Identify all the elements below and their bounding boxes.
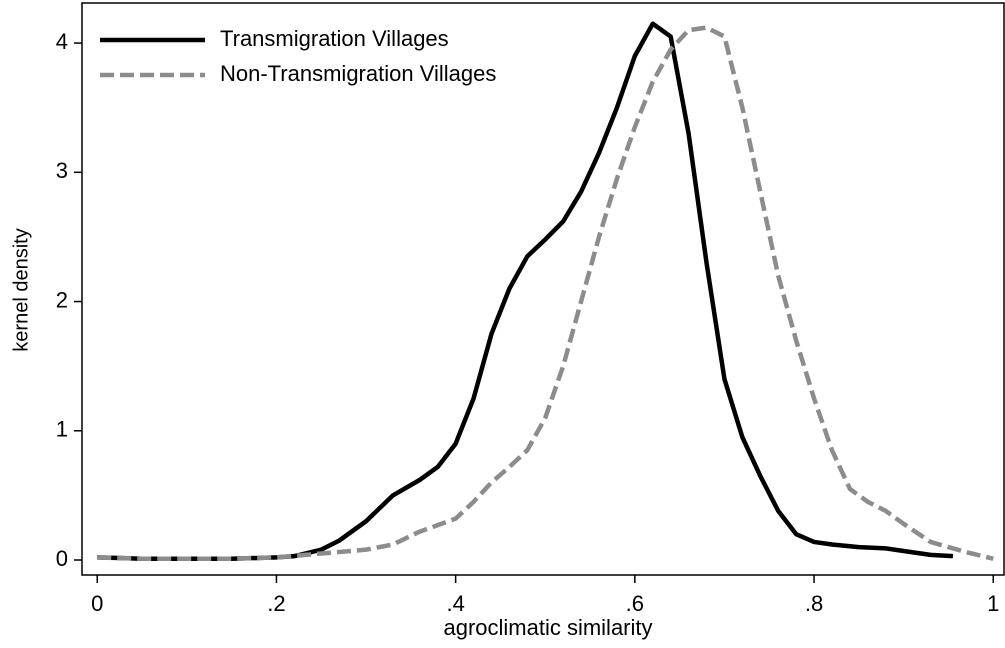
y-tick-label: 0 xyxy=(56,546,68,571)
density-line xyxy=(97,25,994,561)
x-tick-label: .4 xyxy=(446,591,464,616)
plot-frame xyxy=(81,2,1005,576)
y-tick-label: 1 xyxy=(56,417,68,442)
x-tick-label: .2 xyxy=(267,591,285,616)
x-tick-label: .8 xyxy=(805,591,823,616)
y-tick-label: 4 xyxy=(56,29,68,54)
density-line xyxy=(97,21,954,561)
legend-label: Transmigration Villages xyxy=(220,26,449,51)
y-tick-label: 2 xyxy=(56,287,68,312)
x-tick-label: 0 xyxy=(91,591,103,616)
y-tick-label: 3 xyxy=(56,158,68,183)
x-tick-label: .6 xyxy=(626,591,644,616)
x-tick-label: 1 xyxy=(987,591,999,616)
x-axis-label: agroclimatic similarity xyxy=(443,615,652,640)
y-axis-label: kernel density xyxy=(10,228,32,351)
legend-label: Non-Transmigration Villages xyxy=(220,61,496,86)
